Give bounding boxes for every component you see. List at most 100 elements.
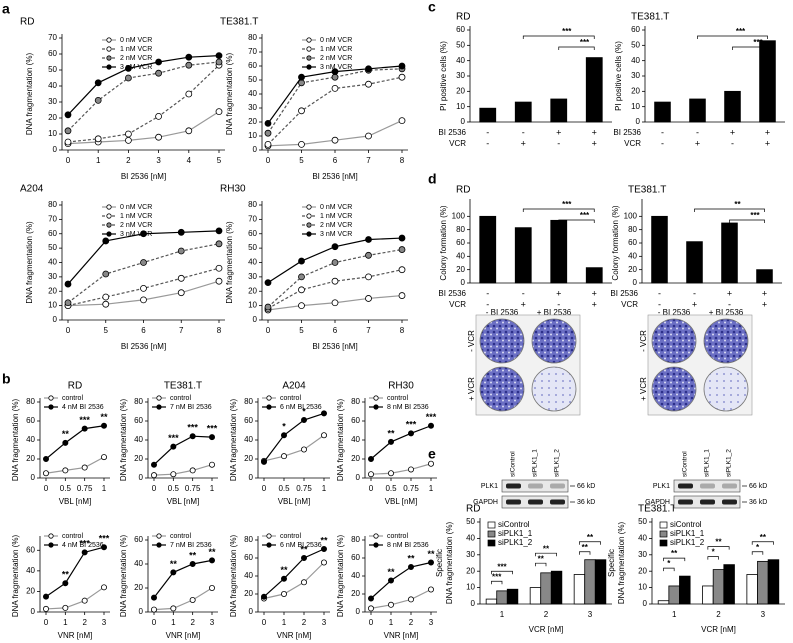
blot-band — [678, 483, 693, 489]
band-label: GAPDH — [645, 499, 670, 506]
y-axis-label: DNA fragmentation (%) — [229, 535, 238, 618]
y-tick-label: 10 — [48, 129, 57, 138]
x-tick-label: 6 — [333, 326, 338, 335]
y-tick-label: 30 — [466, 550, 475, 559]
series-line — [263, 412, 325, 463]
x-tick-label: 0 — [262, 484, 267, 493]
legend-label: siControl — [498, 520, 530, 529]
y-tick-label: 40 — [26, 566, 35, 575]
bar — [723, 564, 735, 605]
series-line — [263, 434, 325, 462]
y-tick-label: 80 — [244, 397, 253, 406]
significance-label: ** — [715, 538, 722, 547]
y-tick-label: 10 — [638, 583, 647, 592]
marker — [62, 467, 69, 474]
marker — [43, 470, 50, 477]
legend-label: 1 nM VCR — [120, 213, 152, 220]
significance-label: * — [302, 406, 306, 416]
marker — [208, 461, 215, 468]
y-tick-label: 50 — [466, 517, 475, 526]
chart-title: A204 — [20, 184, 44, 195]
treatment-mark: - — [661, 127, 664, 137]
chart-title: RD — [456, 12, 470, 23]
series-line — [45, 456, 105, 474]
legend-label: control — [170, 395, 191, 402]
marker — [264, 120, 272, 127]
x-axis-label: VCR [nM] — [701, 625, 736, 634]
blot-band — [506, 499, 521, 505]
panel-label: e — [428, 446, 436, 462]
bar — [529, 587, 542, 605]
marker — [102, 237, 110, 245]
bar — [721, 222, 738, 284]
lane-label: siControl — [682, 451, 689, 477]
y-tick-label: 60 — [248, 61, 257, 70]
legend-label: control — [62, 395, 83, 402]
x-tick-label: 2 — [190, 618, 195, 627]
y-tick-label: 40 — [351, 571, 360, 580]
band-label: GAPDH — [473, 499, 498, 506]
band-size-label: 66 kD — [749, 483, 767, 490]
series-line — [67, 55, 220, 116]
x-tick-label: 8 — [400, 156, 405, 165]
x-tick-label: 1 — [322, 484, 327, 493]
y-axis-label: DNA fragmentation (%) — [336, 399, 345, 482]
legend-marker — [106, 213, 112, 219]
treatment-mark: - — [557, 299, 560, 309]
y-tick-label: 20 — [456, 86, 465, 95]
series-line — [370, 561, 432, 599]
lane-label: siControl — [510, 451, 517, 477]
marker — [331, 136, 339, 144]
significance-bracket — [522, 208, 595, 212]
x-tick-label: 0.75 — [296, 484, 312, 493]
colony-plate — [651, 318, 697, 364]
series-line — [153, 464, 213, 476]
y-axis-label: DNA fragmentation (%) — [225, 221, 234, 304]
treatment-label: BI 2536 — [438, 128, 466, 137]
legend-label: 3 nM VCR — [120, 64, 152, 71]
marker — [398, 266, 406, 274]
series-line — [370, 463, 432, 475]
y-tick-label: 50 — [48, 243, 57, 252]
marker — [280, 453, 287, 460]
treatment-mark: - — [486, 138, 489, 148]
significance-label: ** — [62, 570, 70, 580]
treatment-mark: + — [592, 299, 597, 309]
y-tick-label: 80 — [248, 200, 257, 209]
marker — [215, 108, 223, 115]
legend-label: control — [280, 533, 301, 540]
treatment-mark: + — [592, 288, 597, 298]
y-axis-label: DNA fragmentation (%) — [11, 535, 20, 618]
y-tick-label: 10 — [466, 583, 475, 592]
marker — [367, 595, 374, 602]
y-tick-label: 60 — [134, 416, 143, 425]
marker — [155, 69, 163, 77]
x-tick-label: 3 — [429, 618, 434, 627]
legend-marker — [106, 204, 112, 210]
x-tick-label: 8 — [217, 326, 222, 335]
legend-label: 1 nM VCR — [320, 46, 352, 53]
marker — [140, 284, 147, 292]
y-tick-label: 20 — [134, 583, 143, 592]
marker — [215, 240, 223, 248]
bar — [724, 90, 741, 123]
x-axis-label: BI 2536 [nM] — [312, 342, 357, 351]
series-line — [67, 61, 220, 132]
y-tick-label: 80 — [351, 535, 360, 544]
legend-marker — [106, 46, 112, 52]
y-tick-label: 30 — [638, 550, 647, 559]
treatment-mark: - — [658, 299, 661, 309]
treatment-label: BI 2536 — [438, 289, 466, 298]
x-tick-label: 1 — [63, 618, 68, 627]
bar — [506, 588, 519, 605]
significance-label: ** — [170, 559, 178, 569]
marker — [298, 140, 305, 148]
chart-title: RH30 — [388, 381, 414, 392]
marker — [64, 138, 72, 146]
lane-label: siPLK1_2 — [726, 449, 733, 477]
panel-label: c — [428, 0, 436, 15]
series-line — [263, 562, 325, 600]
treatment-mark: + — [765, 138, 770, 148]
y-tick-label: 20 — [244, 454, 253, 463]
chart-title: RH30 — [220, 184, 246, 195]
